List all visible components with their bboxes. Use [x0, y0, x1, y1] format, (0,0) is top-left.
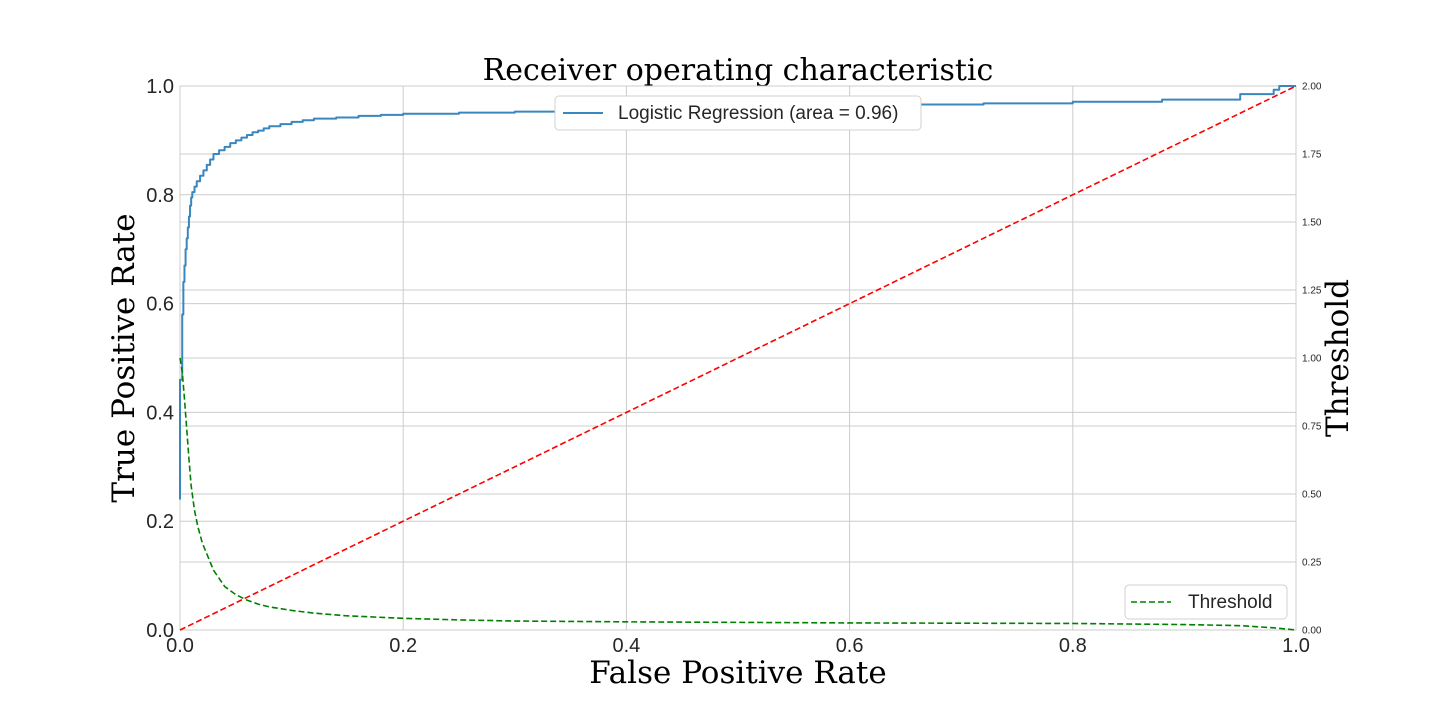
y2-tick-label: 2.00 [1302, 82, 1322, 93]
y2-tick-label: 1.50 [1302, 218, 1322, 229]
legend-roc: Logistic Regression (area = 0.96) [554, 95, 922, 131]
y-tick-label: 0.4 [146, 402, 174, 424]
legend-box [554, 95, 922, 131]
x-tick-label: 0.8 [1059, 635, 1087, 657]
x-axis-ticks: 0.0 0.2 0.4 0.6 0.8 1.0 [166, 635, 1310, 657]
y2-tick-label: 0.25 [1302, 558, 1322, 569]
threshold-curve-line [179, 357, 1297, 631]
y-axis-ticks: 0.0 0.2 0.4 0.6 0.8 1.0 [146, 76, 174, 642]
y-tick-label: 0.6 [146, 294, 174, 316]
y2-axis-label: Threshold [1320, 279, 1356, 437]
legend-roc-label: Logistic Regression (area = 0.96) [618, 103, 898, 124]
roc-curve-line [179, 85, 1296, 500]
x-axis-label: False Positive Rate [589, 655, 886, 691]
legend-box [1124, 584, 1288, 620]
y-tick-label: 1.0 [146, 76, 174, 98]
x-tick-label: 0.2 [389, 635, 417, 657]
y2-tick-label: 1.00 [1302, 354, 1322, 365]
y2-tick-label: 0.50 [1302, 490, 1322, 501]
legend-threshold-label: Threshold [1188, 592, 1273, 613]
x-tick-label: 1.0 [1282, 635, 1310, 657]
y2-axis-ticks: 0.00 0.25 0.50 0.75 1.00 1.25 1.50 1.75 2.00 [1302, 82, 1322, 637]
y-tick-label: 0.2 [146, 511, 174, 533]
y2-tick-label: 1.75 [1302, 150, 1322, 161]
y2-tick-label: 0.00 [1302, 626, 1322, 637]
chart-title: Receiver operating characteristic [483, 53, 994, 88]
y2-tick-label: 0.75 [1302, 422, 1322, 433]
x-tick-label: 0.0 [166, 635, 194, 657]
x-tick-label: 0.6 [836, 635, 864, 657]
x-tick-label: 0.4 [612, 635, 640, 657]
y2-tick-label: 1.25 [1302, 286, 1322, 297]
legend-threshold: Threshold [1124, 584, 1288, 620]
y-tick-label: 0.0 [146, 620, 174, 642]
y-axis-label: True Positive Rate [106, 213, 142, 502]
y-tick-label: 0.8 [146, 185, 174, 207]
